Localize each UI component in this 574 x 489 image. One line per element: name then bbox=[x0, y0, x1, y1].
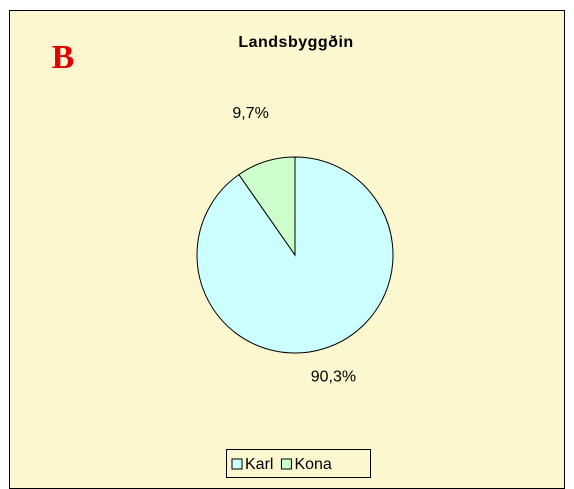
legend-box bbox=[226, 449, 371, 478]
legend-swatch bbox=[280, 458, 292, 470]
chart-title: Landsbyggðin bbox=[238, 34, 353, 51]
annotation: B bbox=[52, 39, 75, 76]
pie-slice bbox=[238, 156, 296, 257]
data-label: 9,7% bbox=[232, 105, 268, 122]
legend-label: Kona bbox=[294, 456, 331, 473]
data-label: 90,3% bbox=[311, 368, 356, 385]
legend-label: Karl bbox=[245, 456, 273, 473]
legend-swatch bbox=[231, 458, 243, 470]
